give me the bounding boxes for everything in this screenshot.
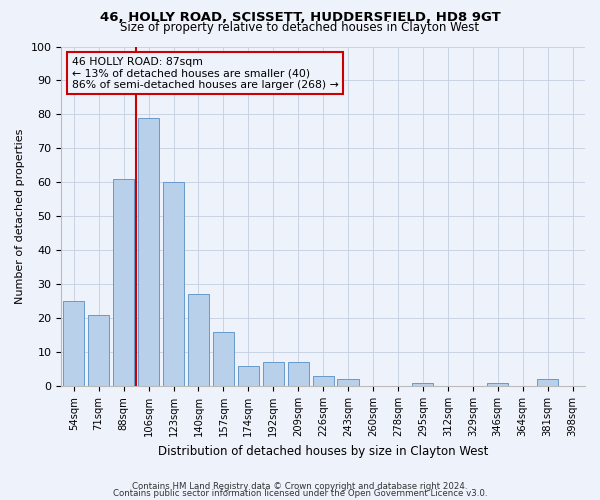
Bar <box>537 380 558 386</box>
Text: 46, HOLLY ROAD, SCISSETT, HUDDERSFIELD, HD8 9GT: 46, HOLLY ROAD, SCISSETT, HUDDERSFIELD, … <box>100 11 500 24</box>
Bar <box>487 382 508 386</box>
Bar <box>113 179 134 386</box>
Bar <box>63 301 85 386</box>
Bar <box>88 315 109 386</box>
Bar <box>313 376 334 386</box>
Bar <box>263 362 284 386</box>
Bar <box>188 294 209 386</box>
Bar <box>287 362 309 386</box>
Bar <box>412 382 433 386</box>
Bar <box>138 118 159 386</box>
Text: Contains public sector information licensed under the Open Government Licence v3: Contains public sector information licen… <box>113 490 487 498</box>
Bar <box>163 182 184 386</box>
Text: Size of property relative to detached houses in Clayton West: Size of property relative to detached ho… <box>121 22 479 35</box>
Bar <box>238 366 259 386</box>
Y-axis label: Number of detached properties: Number of detached properties <box>15 128 25 304</box>
Text: Contains HM Land Registry data © Crown copyright and database right 2024.: Contains HM Land Registry data © Crown c… <box>132 482 468 491</box>
Bar <box>213 332 234 386</box>
Bar <box>337 380 359 386</box>
Text: 46 HOLLY ROAD: 87sqm
← 13% of detached houses are smaller (40)
86% of semi-detac: 46 HOLLY ROAD: 87sqm ← 13% of detached h… <box>72 56 338 90</box>
X-axis label: Distribution of detached houses by size in Clayton West: Distribution of detached houses by size … <box>158 444 488 458</box>
